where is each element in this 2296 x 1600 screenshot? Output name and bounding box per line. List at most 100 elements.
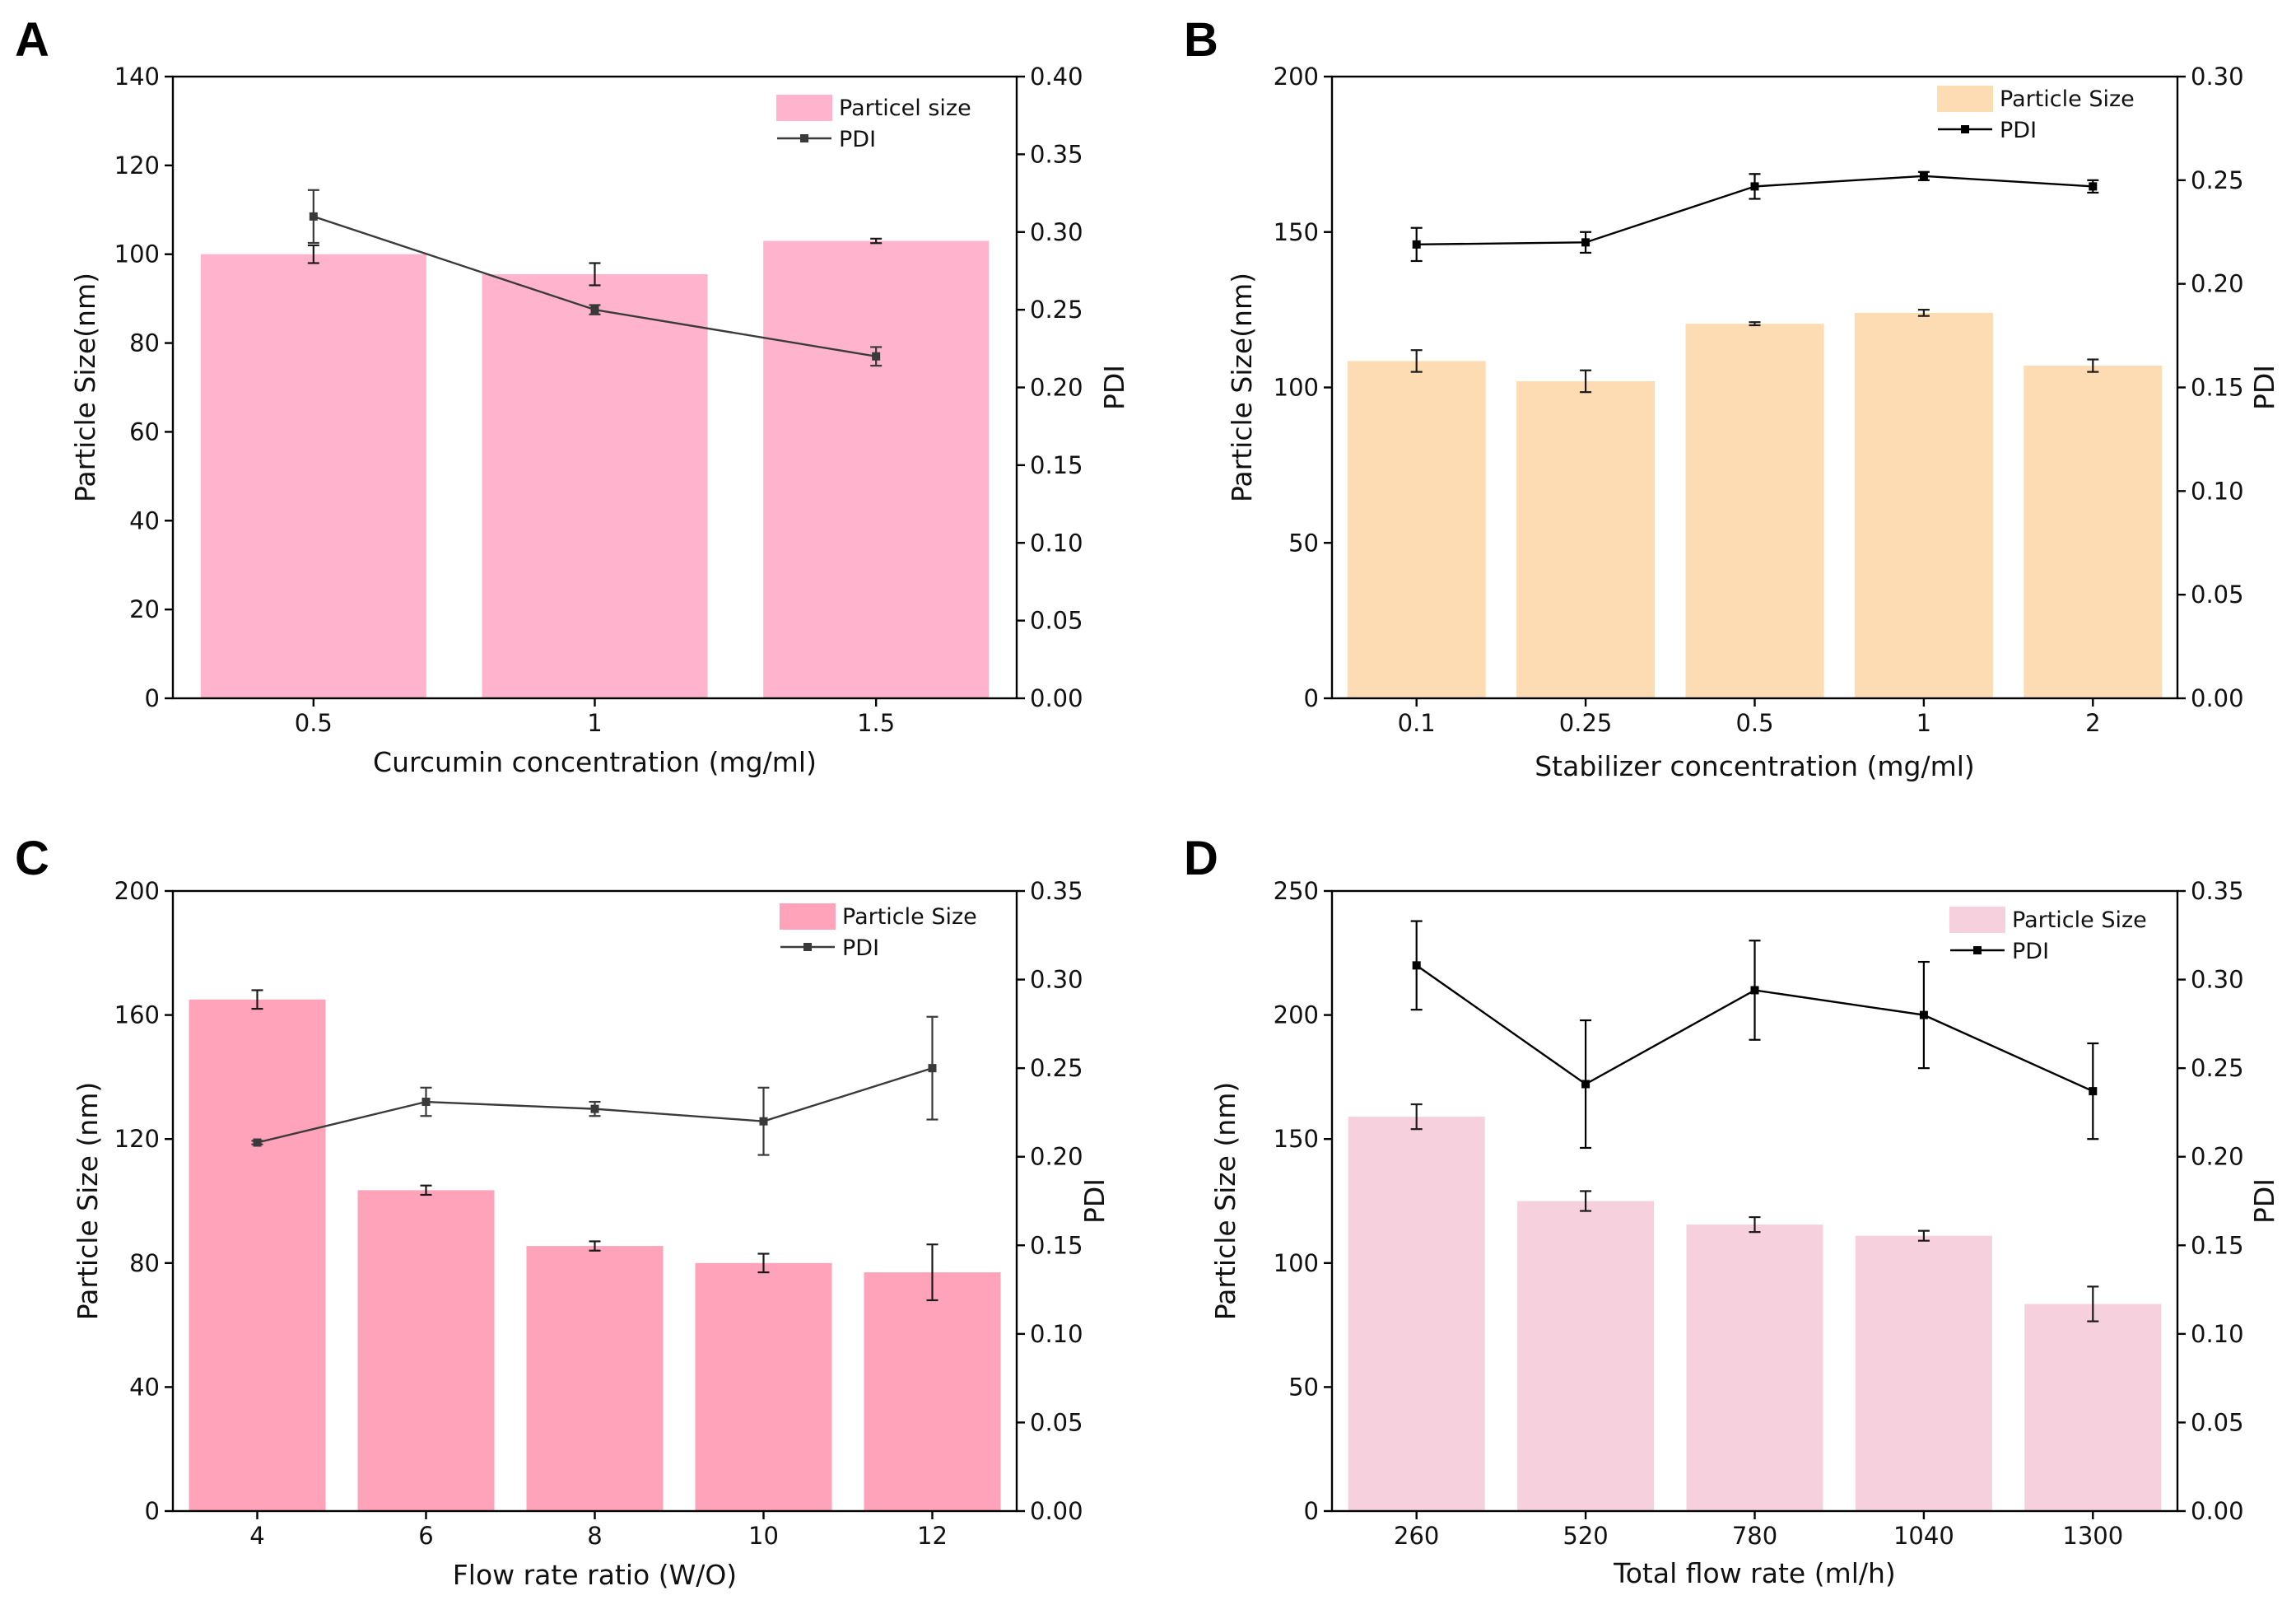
legend-swatch-point bbox=[1973, 946, 1982, 954]
bar bbox=[695, 1262, 832, 1511]
panel-d: D 0 50 100 150 200 250 0.00 0.05 0.10 0.15 0.20 0.25… bbox=[1184, 832, 2280, 1589]
y2-tick-label: 0.25 bbox=[2191, 1054, 2244, 1082]
y2-tick-label: 0.30 bbox=[1030, 218, 1083, 246]
panel-letter: B bbox=[1184, 13, 1218, 67]
pdi-point bbox=[2089, 182, 2098, 191]
legend-swatch-bar bbox=[780, 903, 836, 930]
bar bbox=[1854, 312, 1993, 698]
legend: Particel size PDI bbox=[776, 95, 971, 152]
y2-tick-label: 0.40 bbox=[1030, 63, 1083, 91]
y-tick-label: 40 bbox=[129, 506, 160, 534]
legend-label: Particel size bbox=[839, 96, 971, 121]
pdi-point bbox=[1412, 961, 1421, 970]
bar-error-bar bbox=[1917, 1229, 1930, 1242]
bar bbox=[200, 254, 426, 698]
legend-label: Particle Size bbox=[842, 904, 977, 930]
y-tick-label: 40 bbox=[129, 1373, 160, 1401]
x-tick-label: 520 bbox=[1562, 1522, 1608, 1550]
x-axis-title: Total flow rate (ml/h) bbox=[1613, 1557, 1896, 1589]
y-tick-label: 150 bbox=[1274, 1125, 1319, 1153]
bar-error-bar bbox=[1410, 349, 1423, 373]
y2-axis-title: PDI bbox=[2248, 365, 2280, 410]
x-axis-title: Flow rate ratio (W/O) bbox=[453, 1559, 737, 1591]
y2-tick-label: 0.05 bbox=[1030, 1408, 1083, 1436]
panel-letter: A bbox=[15, 13, 49, 67]
y-tick-label: 50 bbox=[1288, 1373, 1319, 1401]
bar bbox=[1517, 1201, 1655, 1511]
bar-error-bar bbox=[2087, 358, 2099, 373]
pdi-point bbox=[759, 1117, 768, 1126]
panel-b: B 0 50 100 150 200 0.00 0.05 0.10 0.15 0.20 0.25 0.3… bbox=[1184, 13, 2280, 782]
x-tick-label: 1.5 bbox=[857, 709, 895, 737]
legend-label: PDI bbox=[2012, 939, 2049, 964]
y-tick-label: 80 bbox=[129, 1249, 160, 1277]
bar bbox=[526, 1246, 664, 1511]
y2-axis-title: PDI bbox=[2248, 1178, 2280, 1224]
y2-tick-label: 0.05 bbox=[1030, 607, 1083, 635]
pdi-point bbox=[421, 1098, 431, 1107]
bar bbox=[2024, 1304, 2162, 1511]
x-tick-label: 780 bbox=[1732, 1522, 1777, 1550]
legend-swatch-bar bbox=[776, 95, 832, 121]
pdi-point bbox=[872, 352, 881, 361]
bar bbox=[763, 240, 990, 698]
panel-a: A 0 20 40 60 80 100 120 140 0.00 0.05 0.10 0.15 0.20 0… bbox=[15, 13, 1130, 778]
bar-error-bar bbox=[1580, 1190, 1592, 1212]
bar-error-bar bbox=[1749, 321, 1761, 327]
bar-error-bar bbox=[1749, 1215, 1761, 1234]
x-axis-title: Curcumin concentration (mg/ml) bbox=[373, 746, 817, 778]
bar bbox=[482, 273, 708, 698]
y-tick-label: 140 bbox=[114, 63, 160, 91]
y2-tick-label: 0.00 bbox=[2191, 684, 2244, 712]
pdi-point bbox=[590, 306, 599, 315]
y-tick-label: 200 bbox=[1274, 63, 1319, 91]
y-tick-label: 100 bbox=[114, 240, 160, 268]
y2-tick-label: 0.30 bbox=[1030, 966, 1083, 994]
bar bbox=[1686, 1224, 1823, 1511]
bar-error-bar bbox=[1580, 369, 1592, 394]
y-tick-label: 100 bbox=[1274, 1249, 1319, 1277]
panel-letter: C bbox=[15, 832, 49, 885]
bar-error-bar bbox=[307, 244, 319, 264]
legend-swatch-point bbox=[1961, 125, 1969, 133]
y2-tick-label: 0.00 bbox=[1030, 1497, 1083, 1525]
legend: Particle Size PDI bbox=[1949, 907, 2147, 964]
y-tick-label: 60 bbox=[129, 417, 160, 445]
pdi-point bbox=[1412, 240, 1421, 249]
bar-error-bar bbox=[251, 989, 263, 1010]
y-axis-title: Particle Size (nm) bbox=[1209, 1082, 1241, 1320]
bar-error-bar bbox=[2087, 1285, 2099, 1322]
bar bbox=[864, 1272, 1001, 1511]
legend-label: PDI bbox=[842, 935, 879, 961]
legend-label: Particle Size bbox=[2000, 86, 2135, 112]
pdi-point bbox=[1919, 171, 1928, 180]
legend-swatch-point bbox=[800, 134, 808, 142]
y-tick-label: 0 bbox=[1304, 1497, 1319, 1525]
x-tick-label: 12 bbox=[917, 1522, 948, 1550]
pdi-point bbox=[309, 212, 318, 221]
legend-swatch-bar bbox=[1949, 907, 2005, 933]
y2-tick-label: 0.10 bbox=[2191, 477, 2244, 505]
x-tick-label: 10 bbox=[748, 1522, 779, 1550]
y-tick-label: 80 bbox=[129, 329, 160, 357]
legend: Particle Size PDI bbox=[780, 903, 977, 961]
legend-swatch-point bbox=[803, 943, 812, 951]
y2-tick-label: 0.20 bbox=[1030, 1143, 1083, 1171]
bar-error-bar bbox=[870, 237, 883, 245]
bar-error-bar bbox=[589, 262, 601, 287]
y-axis-title: Particle Size (nm) bbox=[72, 1082, 104, 1320]
y2-tick-label: 0.10 bbox=[2191, 1320, 2244, 1348]
bar bbox=[1348, 1117, 1485, 1511]
y2-tick-label: 0.00 bbox=[2191, 1497, 2244, 1525]
bar bbox=[1685, 324, 1824, 698]
x-tick-label: 0.5 bbox=[1735, 709, 1773, 737]
bar-error-bar bbox=[1410, 1103, 1423, 1131]
y2-tick-label: 0.35 bbox=[1030, 140, 1083, 168]
y2-tick-label: 0.25 bbox=[2191, 166, 2244, 194]
y2-tick-label: 0.35 bbox=[1030, 877, 1083, 905]
bar-error-bar bbox=[757, 1252, 770, 1274]
y-tick-label: 50 bbox=[1288, 529, 1319, 557]
legend-label: Particle Size bbox=[2012, 907, 2147, 933]
bar-error-bar bbox=[1917, 309, 1930, 317]
